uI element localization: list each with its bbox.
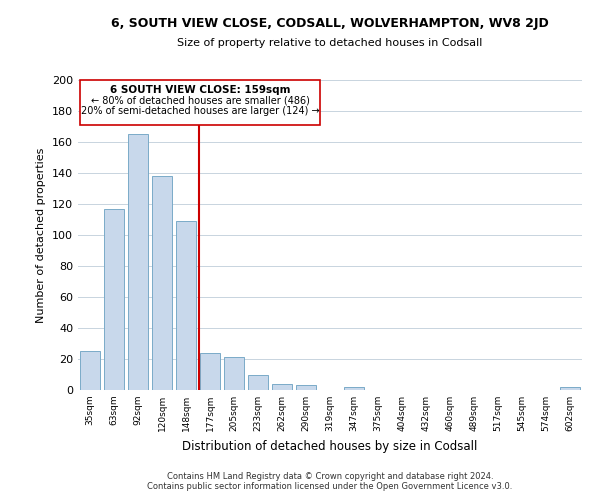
Bar <box>344 387 364 390</box>
Text: Contains public sector information licensed under the Open Government Licence v3: Contains public sector information licen… <box>148 482 512 491</box>
Bar <box>152 176 172 390</box>
Bar <box>176 221 196 390</box>
Text: 6 SOUTH VIEW CLOSE: 159sqm: 6 SOUTH VIEW CLOSE: 159sqm <box>110 84 290 94</box>
X-axis label: Distribution of detached houses by size in Codsall: Distribution of detached houses by size … <box>182 440 478 452</box>
Bar <box>560 387 580 390</box>
Text: 20% of semi-detached houses are larger (124) →: 20% of semi-detached houses are larger (… <box>81 106 320 117</box>
Bar <box>248 374 268 390</box>
Y-axis label: Number of detached properties: Number of detached properties <box>37 148 46 322</box>
Bar <box>296 386 316 390</box>
Text: ← 80% of detached houses are smaller (486): ← 80% of detached houses are smaller (48… <box>91 96 310 106</box>
Bar <box>272 384 292 390</box>
Bar <box>80 351 100 390</box>
Bar <box>104 208 124 390</box>
Bar <box>224 358 244 390</box>
FancyBboxPatch shape <box>80 80 320 125</box>
Text: 6, SOUTH VIEW CLOSE, CODSALL, WOLVERHAMPTON, WV8 2JD: 6, SOUTH VIEW CLOSE, CODSALL, WOLVERHAMP… <box>111 18 549 30</box>
Bar <box>128 134 148 390</box>
Text: Contains HM Land Registry data © Crown copyright and database right 2024.: Contains HM Land Registry data © Crown c… <box>167 472 493 481</box>
Text: Size of property relative to detached houses in Codsall: Size of property relative to detached ho… <box>178 38 482 48</box>
Bar <box>200 353 220 390</box>
